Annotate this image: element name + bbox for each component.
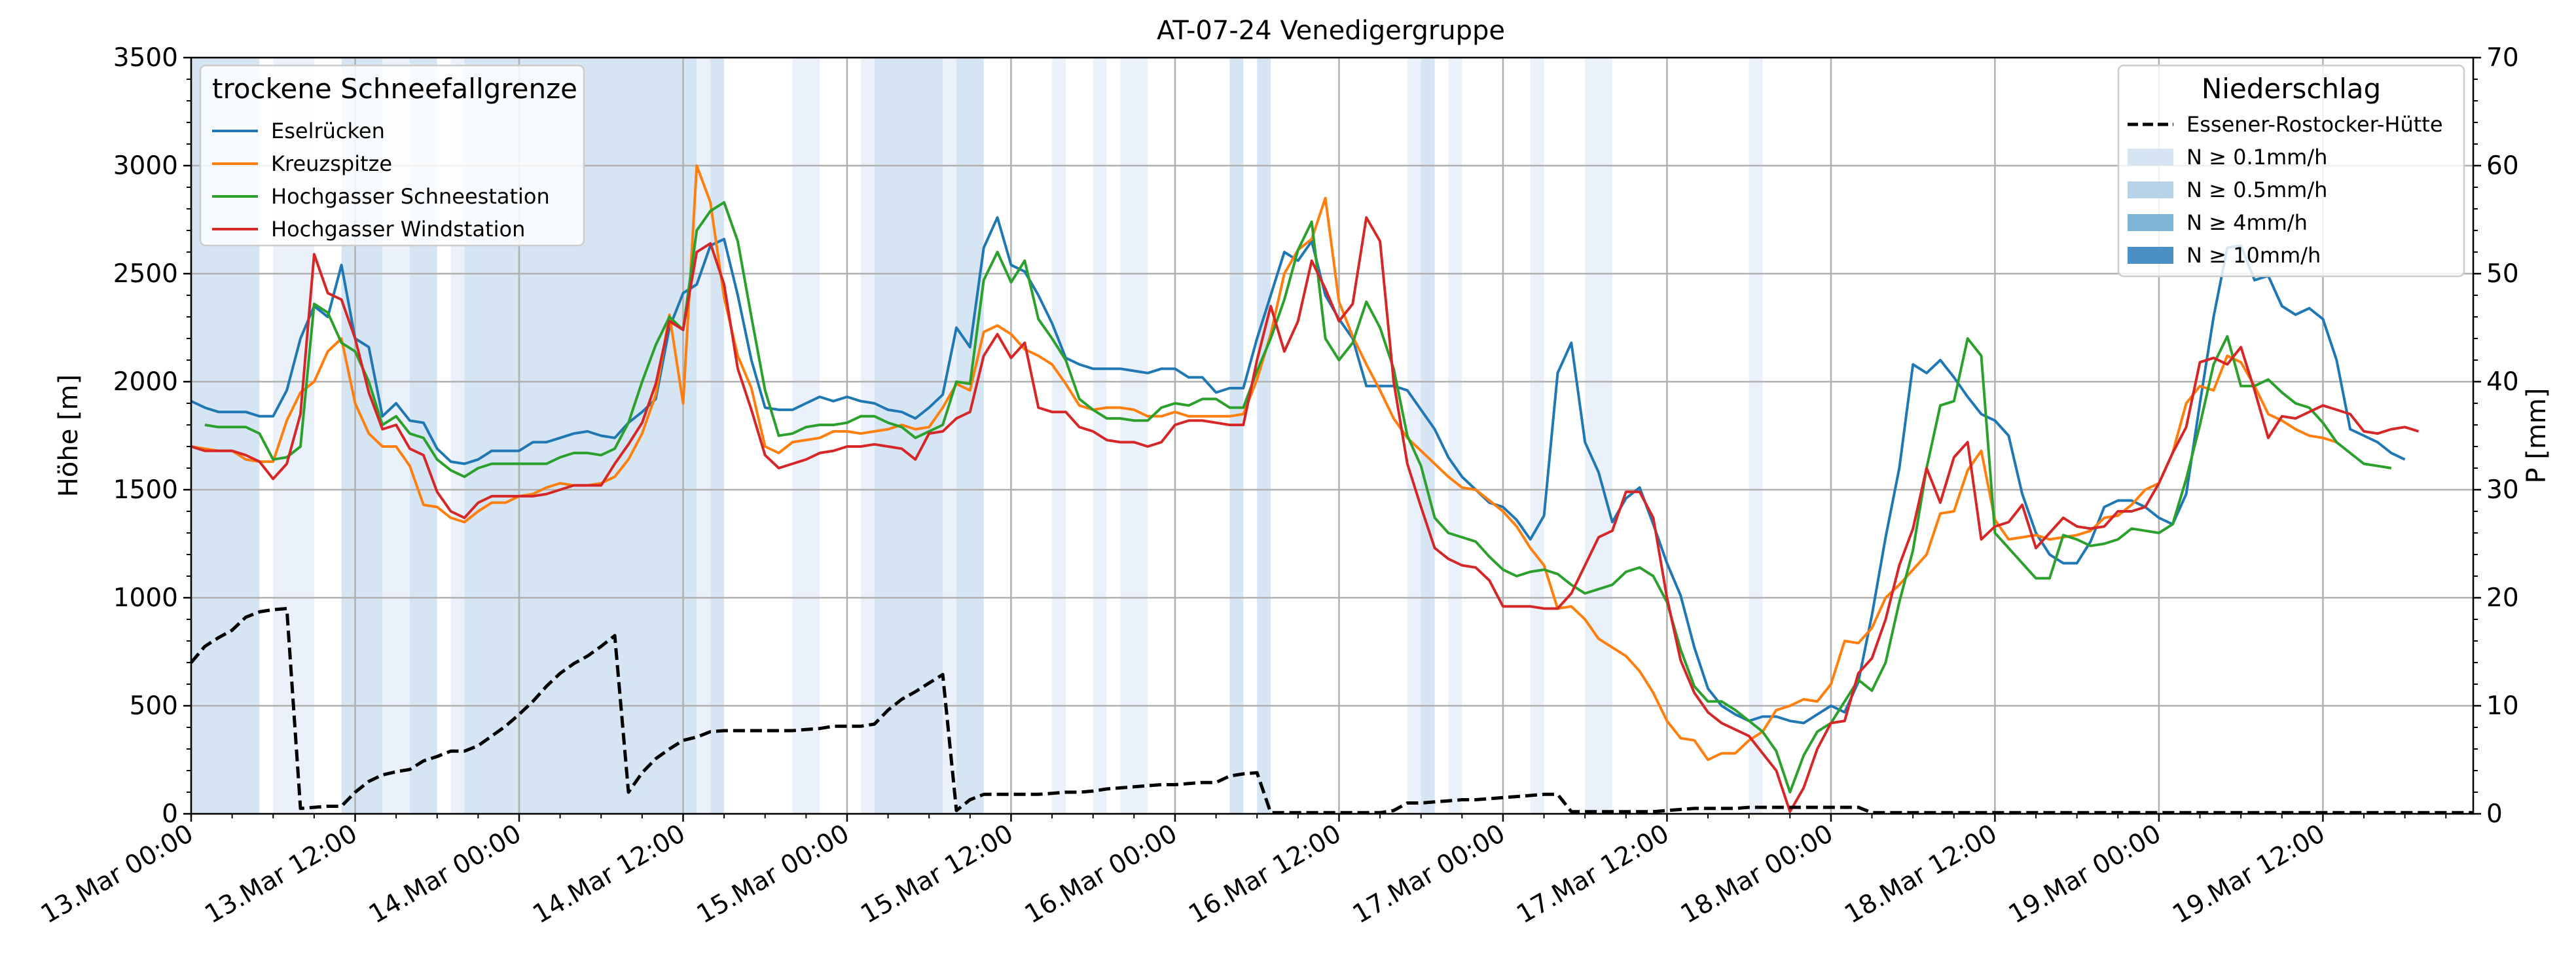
legend-right-swatch-n-0-5mm-h	[2128, 181, 2173, 198]
precip-band-24	[1749, 58, 1763, 814]
series-line-eselrucken	[190, 216, 2406, 725]
legend-left-box	[199, 64, 585, 247]
legend-right-label-n-4mm-h: N ≥ 4mm/h	[2186, 210, 2308, 235]
y-tick-label-right: 40	[2486, 367, 2519, 397]
y-tick-label-right: 60	[2486, 151, 2519, 181]
legend-right: Niederschlag Essener-Rostocker-Hütte N ≥ 0…	[2117, 64, 2465, 278]
precip-band-16	[1120, 58, 1148, 814]
y-tick-label-left: 3000	[113, 151, 178, 181]
precip-band-10	[860, 58, 875, 814]
series-lines	[190, 164, 2473, 814]
legend-left-label-hochgasser-schneestation: Hochgasser Schneestation	[271, 184, 550, 209]
y-tick-label-left: 1000	[113, 583, 178, 613]
legend-right-label-essener-rostocker-hutte: Essener-Rostocker-Hütte	[2186, 112, 2443, 137]
y-tick-label-right: 70	[2486, 43, 2519, 73]
precip-band-14	[1052, 58, 1066, 814]
precip-band-9	[792, 58, 820, 814]
y-tick-label-left: 2000	[113, 367, 178, 397]
precip-band-20	[1421, 58, 1435, 814]
precip-band-11	[874, 58, 943, 814]
y-tick-label-left: 3500	[113, 43, 178, 73]
y-tick-label-left: 2500	[113, 259, 178, 289]
y-tick-label-right: 10	[2486, 691, 2519, 721]
legend-left-label-kreuzspitze: Kreuzspitze	[271, 151, 392, 176]
legend-right-label-n-0-1mm-h: N ≥ 0.1mm/h	[2186, 145, 2327, 170]
legend-right-swatch-n-0-1mm-h	[2128, 149, 2173, 166]
legend-right-label-n-10mm-h: N ≥ 10mm/h	[2186, 243, 2321, 268]
legend-right-box	[2117, 64, 2465, 278]
y-tick-label-left: 500	[130, 691, 178, 721]
legend-left-title: trockene Schneefallgrenze	[212, 73, 577, 105]
series-line-hochgasser-windstation	[190, 216, 2420, 813]
y-tick-label-right: 20	[2486, 583, 2519, 613]
legend-left-label-eselrucken: Eselrücken	[271, 119, 385, 143]
series-line-essener-rostocker-hutte	[190, 607, 2473, 814]
precip-band-5	[450, 58, 465, 814]
precip-band-18	[1257, 58, 1271, 814]
precip-band-19	[1407, 58, 1421, 814]
legend-right-swatch-n-10mm-h	[2128, 247, 2173, 264]
legend-left: trockene Schneefallgrenze Eselrücken Kreuz…	[199, 64, 585, 247]
legend-right-label-n-0-5mm-h: N ≥ 0.5mm/h	[2186, 177, 2327, 202]
plot-frame	[190, 56, 2475, 815]
y-tick-label-left: 0	[162, 799, 178, 829]
y-tick-label-right: 30	[2486, 475, 2519, 505]
y-tick-label-right: 0	[2486, 799, 2503, 829]
chart-title: AT-07-24 Venedigergruppe	[1157, 16, 1505, 46]
y-axis-label-right: P [mm]	[2522, 388, 2552, 484]
precip-band-13	[956, 58, 984, 814]
precip-band-17	[1229, 58, 1244, 814]
precip-band-22	[1530, 58, 1544, 814]
y-tick-label-right: 50	[2486, 259, 2519, 289]
legend-right-swatch-n-4mm-h	[2128, 214, 2173, 231]
precip-band-12	[943, 58, 956, 814]
y-axis-label-left: Höhe [m]	[54, 374, 84, 497]
precip-band-8	[710, 58, 725, 814]
y-tick-label-left: 1500	[113, 475, 178, 505]
legend-right-title: Niederschlag	[2202, 73, 2381, 105]
legend-left-label-hochgasser-windstation: Hochgasser Windstation	[271, 217, 525, 242]
series-line-hochgasser-schneestation	[204, 201, 2392, 794]
precip-band-21	[1448, 58, 1462, 814]
precip-band-23	[1585, 58, 1612, 814]
